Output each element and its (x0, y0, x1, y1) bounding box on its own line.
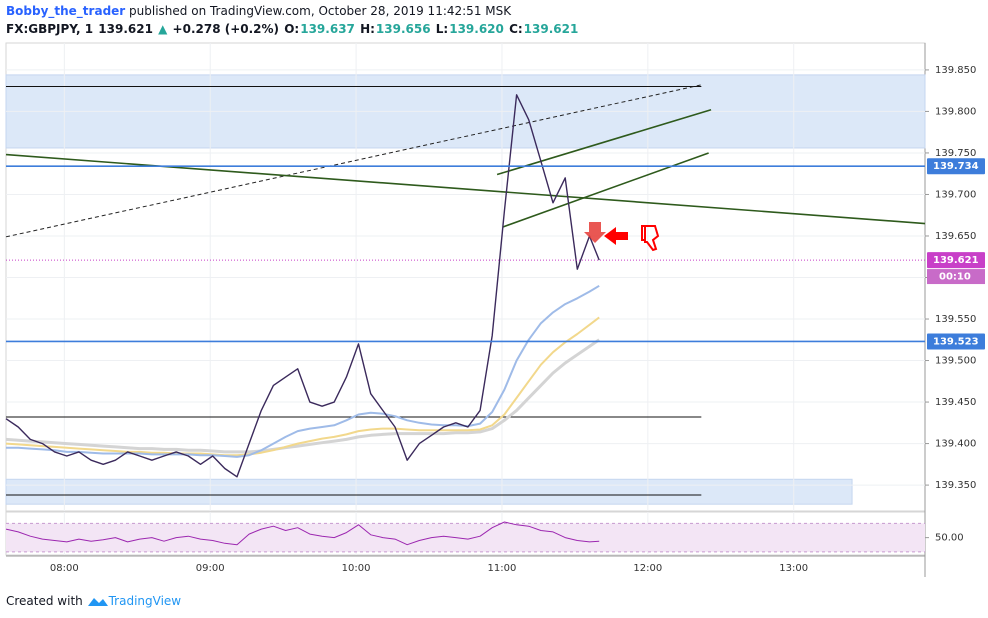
c-label: C: (509, 22, 523, 36)
level-label: 139.734 (933, 161, 979, 172)
y-tick-label: 139.650 (935, 231, 976, 242)
h-value: 139.656 (375, 22, 431, 36)
level-label: 139.621 (933, 255, 979, 266)
y-tick-label: 139.450 (935, 397, 976, 408)
x-tick-label: 13:00 (779, 563, 808, 574)
price-line (5, 521, 600, 546)
thumbs-down (641, 225, 660, 252)
c-value: 139.621 (523, 22, 579, 36)
symbol-line: FX:GBPJPY, 1 139.621 ▲ +0.278 (+0.2%) O:… (6, 22, 579, 36)
author[interactable]: Bobby_the_trader (6, 4, 126, 18)
publish-line: Bobby_the_trader published on TradingVie… (6, 4, 511, 18)
l-value: 139.620 (449, 22, 504, 36)
countdown: 00:10 (939, 272, 971, 283)
chart: 08:00 09:00 10:00 11:00 12:00 13:00 139.350 139… (5, 42, 985, 577)
x-tick-label: 10:00 (342, 563, 371, 574)
sell-signal (584, 222, 660, 252)
countdown-box (927, 269, 985, 285)
level-label: 139.523 (933, 336, 979, 347)
y-tick-label: 139.850 (935, 65, 976, 76)
level-label-box (927, 333, 985, 350)
logo-shape (87, 598, 108, 606)
rsi-band (6, 523, 925, 552)
brand[interactable]: TradingView (108, 594, 182, 608)
red-arrow (604, 227, 628, 245)
y-tick-label: 139.400 (935, 439, 976, 450)
zone (5, 478, 853, 505)
price-line (5, 94, 600, 478)
x-tick-label: 09:00 (196, 563, 225, 574)
y-tick-label: 139.800 (935, 106, 976, 117)
trend-line (502, 152, 709, 228)
marks: 08:00 09:00 10:00 11:00 12:00 13:00 139.350 139… (5, 43, 985, 574)
symbol: FX:GBPJPY, 1 (6, 22, 94, 36)
y-tick-label: 139.750 (935, 148, 976, 159)
l-label: L: (435, 22, 449, 36)
footer: Created with TradingView (6, 593, 181, 608)
level-label-box (927, 252, 985, 269)
tv-logo (87, 598, 108, 606)
y-tick-label: 139.550 (935, 314, 976, 325)
level-label-box (927, 158, 985, 175)
down-marker (584, 222, 606, 243)
x-tick-label: 12:00 (633, 563, 662, 574)
created-with: Created with (6, 594, 83, 608)
up-arrow: ▲ (158, 22, 168, 36)
moving-average (5, 338, 601, 454)
published: published on TradingView.com, October 28… (129, 4, 512, 18)
y-tick-label: 139.500 (935, 356, 976, 367)
o-value: 139.637 (300, 22, 355, 36)
last-price: 139.621 (98, 22, 153, 36)
moving-average (6, 284, 600, 458)
y-tick-label: 139.700 (935, 189, 976, 200)
h-label: H: (360, 22, 375, 36)
change: +0.278 (+0.2%) (172, 22, 280, 36)
trend-line (496, 109, 712, 176)
x-tick-label: 11:00 (488, 563, 517, 574)
y-tick-label: 139.350 (935, 480, 976, 491)
o-label: O: (284, 22, 300, 36)
y-tick-label: 50.00 (935, 533, 964, 544)
trend-line (5, 153, 926, 225)
moving-average (5, 316, 600, 457)
x-tick-label: 08:00 (50, 563, 79, 574)
